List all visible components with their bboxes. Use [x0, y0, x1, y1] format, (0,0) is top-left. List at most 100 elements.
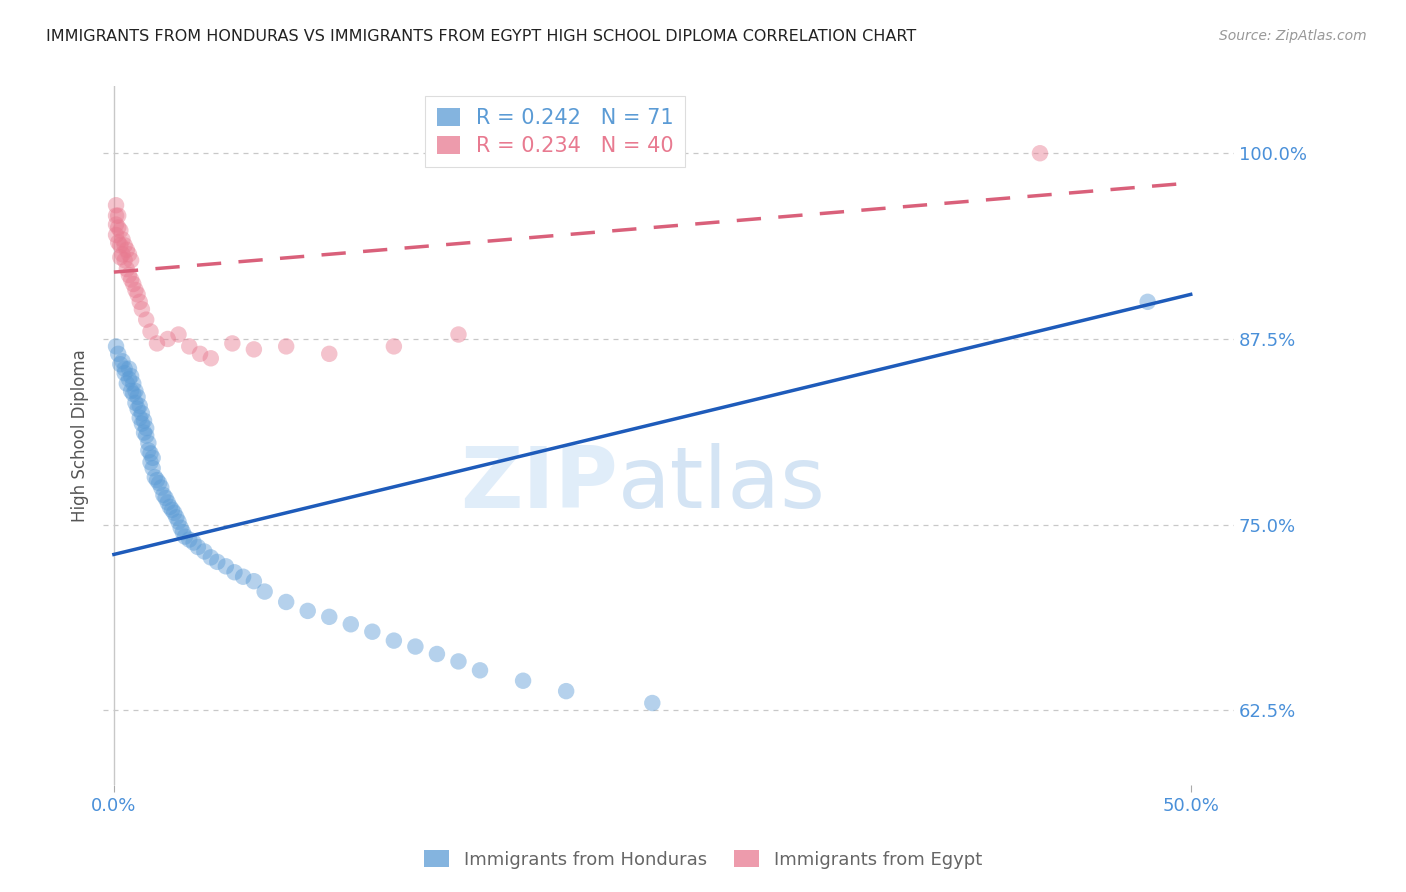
Point — [318, 610, 340, 624]
Point — [187, 540, 209, 554]
Point — [200, 351, 222, 366]
Point — [135, 428, 157, 442]
Point — [512, 673, 534, 688]
Y-axis label: High School Diploma: High School Diploma — [72, 349, 89, 522]
Point — [122, 387, 145, 401]
Point — [132, 425, 155, 440]
Point — [110, 238, 132, 252]
Point — [107, 209, 129, 223]
Point — [120, 384, 142, 398]
Point — [127, 401, 149, 416]
Point — [207, 555, 229, 569]
Point — [135, 312, 157, 326]
Point — [276, 595, 298, 609]
Point — [253, 584, 276, 599]
Point — [118, 361, 141, 376]
Point — [120, 272, 142, 286]
Point — [114, 238, 136, 252]
Point — [382, 633, 405, 648]
Point — [200, 550, 222, 565]
Point — [128, 399, 150, 413]
Point — [118, 268, 141, 282]
Point — [142, 461, 165, 475]
Point — [167, 515, 190, 529]
Point — [114, 253, 136, 268]
Point — [127, 287, 149, 301]
Point — [120, 253, 142, 268]
Point — [111, 232, 134, 246]
Point — [404, 640, 426, 654]
Point — [159, 500, 181, 514]
Point — [118, 247, 141, 261]
Text: atlas: atlas — [617, 443, 825, 526]
Point — [143, 470, 166, 484]
Point — [107, 235, 129, 250]
Point — [172, 525, 194, 540]
Point — [193, 544, 215, 558]
Point — [139, 455, 162, 469]
Point — [163, 506, 186, 520]
Point — [138, 443, 160, 458]
Point — [146, 473, 169, 487]
Point — [118, 372, 141, 386]
Point — [128, 410, 150, 425]
Point — [179, 533, 201, 547]
Point — [124, 384, 146, 398]
Point — [156, 332, 179, 346]
Point — [124, 283, 146, 297]
Point — [152, 488, 174, 502]
Point — [132, 414, 155, 428]
Point — [318, 347, 340, 361]
Point — [135, 421, 157, 435]
Point — [276, 339, 298, 353]
Point — [165, 510, 187, 524]
Point — [146, 336, 169, 351]
Point — [243, 574, 266, 589]
Legend: R = 0.242   N = 71, R = 0.234   N = 40: R = 0.242 N = 71, R = 0.234 N = 40 — [426, 96, 685, 167]
Point — [1136, 294, 1159, 309]
Point — [150, 481, 173, 495]
Point — [138, 436, 160, 450]
Point — [167, 327, 190, 342]
Point — [110, 250, 132, 264]
Point — [297, 604, 319, 618]
Point — [131, 406, 153, 420]
Point — [114, 361, 136, 376]
Point — [114, 366, 136, 380]
Point — [110, 357, 132, 371]
Text: Source: ZipAtlas.com: Source: ZipAtlas.com — [1219, 29, 1367, 44]
Point — [127, 390, 149, 404]
Point — [555, 684, 578, 698]
Point — [224, 566, 246, 580]
Point — [232, 570, 254, 584]
Point — [111, 354, 134, 368]
Point — [105, 218, 128, 232]
Point — [169, 521, 191, 535]
Point — [120, 369, 142, 384]
Point — [115, 243, 138, 257]
Point — [382, 339, 405, 353]
Point — [107, 347, 129, 361]
Point — [361, 624, 384, 639]
Point — [447, 327, 470, 342]
Text: ZIP: ZIP — [460, 443, 617, 526]
Point — [148, 476, 170, 491]
Point — [179, 339, 201, 353]
Point — [156, 495, 179, 509]
Point — [105, 339, 128, 353]
Point — [183, 535, 205, 549]
Point — [131, 417, 153, 431]
Point — [243, 343, 266, 357]
Text: IMMIGRANTS FROM HONDURAS VS IMMIGRANTS FROM EGYPT HIGH SCHOOL DIPLOMA CORRELATIO: IMMIGRANTS FROM HONDURAS VS IMMIGRANTS F… — [46, 29, 917, 45]
Point — [339, 617, 361, 632]
Point — [139, 446, 162, 460]
Point — [128, 294, 150, 309]
Point — [155, 491, 177, 505]
Point — [468, 663, 491, 677]
Legend: Immigrants from Honduras, Immigrants from Egypt: Immigrants from Honduras, Immigrants fro… — [416, 843, 990, 876]
Point — [110, 223, 132, 237]
Point — [160, 503, 183, 517]
Point — [131, 302, 153, 317]
Point — [1029, 146, 1052, 161]
Point — [142, 450, 165, 465]
